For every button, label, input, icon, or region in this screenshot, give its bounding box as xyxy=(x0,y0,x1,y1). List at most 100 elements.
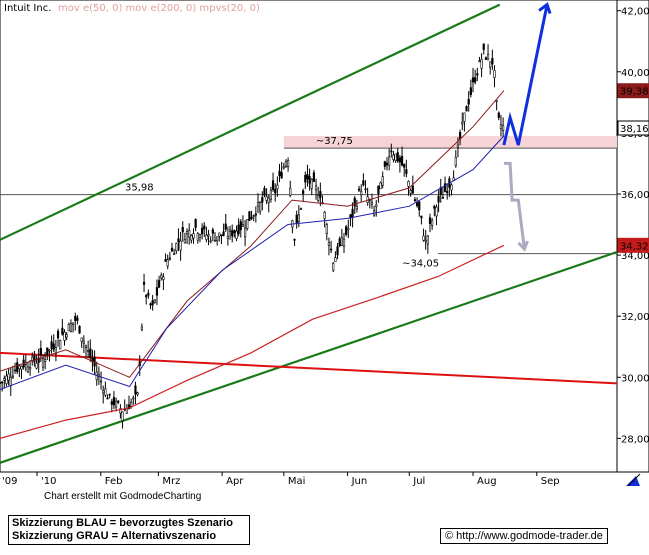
price-bar-body xyxy=(342,238,346,247)
price-bar-body xyxy=(364,188,367,191)
y-tick-label: 30,00 xyxy=(621,373,649,384)
price-bar-body xyxy=(400,156,404,166)
price-bar-body xyxy=(489,61,492,68)
price-bar-body xyxy=(289,187,292,196)
price-bar-body xyxy=(471,77,475,83)
price-bar-body xyxy=(106,397,109,400)
price-bar-body xyxy=(428,217,432,224)
price-bar-body xyxy=(495,100,498,102)
price-badge-label: 34,32 xyxy=(620,241,649,252)
price-bar-body xyxy=(136,392,139,395)
price-bar-body xyxy=(41,358,45,368)
price-bar-body xyxy=(59,340,62,350)
price-bar-body xyxy=(250,217,253,219)
price-bar-body xyxy=(314,185,318,191)
price-badge-label: 39,38 xyxy=(620,87,649,98)
y-tick-label: 34,00 xyxy=(621,251,649,262)
price-bar-body xyxy=(121,411,124,421)
price-bar-body xyxy=(323,211,326,219)
price-bar-body xyxy=(190,235,193,241)
price-bar-body xyxy=(312,172,316,182)
chart-credit: Chart erstellt mit GodmodeCharting xyxy=(44,491,202,502)
price-bar-body xyxy=(499,124,503,130)
price-bar-body xyxy=(388,156,391,166)
price-bar-body xyxy=(467,98,470,105)
price-bar-body xyxy=(274,188,277,194)
price-bar-body xyxy=(99,380,103,383)
price-bar-body xyxy=(201,227,204,235)
price-bar-body xyxy=(220,234,223,237)
price-bar-body xyxy=(110,401,113,405)
price-bar-body xyxy=(310,178,313,189)
price-bar-body xyxy=(351,208,354,218)
price-bar-body xyxy=(50,341,53,349)
price-bar-body xyxy=(441,197,445,199)
price-bar-body xyxy=(295,214,298,224)
price-bar-body xyxy=(5,375,8,385)
price-bar-body xyxy=(252,215,255,217)
price-bar-body xyxy=(54,347,57,355)
scenario-legend: Skizzierung BLAU = bevorzugtes Szenario … xyxy=(8,515,250,545)
price-bar-body xyxy=(476,73,479,76)
price-bar-body xyxy=(474,77,477,83)
price-bar-body xyxy=(65,334,68,338)
ma20-line xyxy=(0,135,505,390)
price-bar-body xyxy=(413,199,417,201)
price-bar-body xyxy=(478,60,481,63)
source-url[interactable]: © http://www.godmode-trader.de xyxy=(440,528,608,544)
price-bar-body xyxy=(357,188,361,191)
price-bar-body xyxy=(63,331,66,341)
price-bar-body xyxy=(235,230,238,239)
chart-corner-icon xyxy=(626,473,641,487)
price-bar-body xyxy=(355,205,359,210)
price-bar-body xyxy=(334,257,337,263)
price-bar-body xyxy=(284,161,288,167)
price-bar-body xyxy=(280,172,283,179)
price-bar-body xyxy=(422,235,425,241)
price-bar-body xyxy=(203,225,206,230)
price-bar-body xyxy=(158,280,161,288)
price-bar-body xyxy=(246,219,249,229)
x-tick-label: Jul xyxy=(412,476,425,487)
price-bar-body xyxy=(181,227,184,233)
scenario-gray-path xyxy=(503,161,526,250)
price-bar-body xyxy=(297,214,300,222)
x-tick-label: Sep xyxy=(541,476,560,487)
price-bar-body xyxy=(302,190,305,194)
price-bar-body xyxy=(418,201,421,211)
price-bar-body xyxy=(261,197,264,203)
price-bar-body xyxy=(286,160,290,167)
price-bar-body xyxy=(175,243,178,252)
price-bar-body xyxy=(381,176,384,186)
price-bar-body xyxy=(18,365,21,370)
price-bar-body xyxy=(76,317,79,321)
y-tick-label: 40,00 xyxy=(621,68,649,79)
price-bar-body xyxy=(145,295,148,298)
price-bar-body xyxy=(162,276,165,280)
resistance-zone xyxy=(283,135,617,149)
price-bar-body xyxy=(228,229,232,232)
y-tick-label: 42,00 xyxy=(621,7,649,18)
price-bar-body xyxy=(456,144,460,148)
lower-channel-line xyxy=(0,250,618,464)
price-bar-body xyxy=(329,248,333,251)
price-bar-body xyxy=(396,152,399,162)
price-bar-body xyxy=(411,185,414,194)
price-bar-body xyxy=(370,202,374,205)
price-bar-body xyxy=(353,197,356,207)
price-bar-body xyxy=(170,247,174,252)
price-bar-body xyxy=(385,162,389,166)
price-bar-body xyxy=(454,156,457,166)
scenario-gray-arrowhead xyxy=(517,240,529,252)
price-bar-body xyxy=(403,163,406,168)
price-bar-body xyxy=(439,187,442,195)
upper-channel-line xyxy=(0,3,501,241)
price-bar-body xyxy=(263,187,266,196)
price-bar-body xyxy=(196,233,199,241)
price-bar-body xyxy=(72,322,75,325)
price-bar-body xyxy=(9,376,12,386)
price-bar-body xyxy=(16,362,19,372)
price-bar-body xyxy=(209,240,212,243)
price-badge xyxy=(617,83,649,99)
